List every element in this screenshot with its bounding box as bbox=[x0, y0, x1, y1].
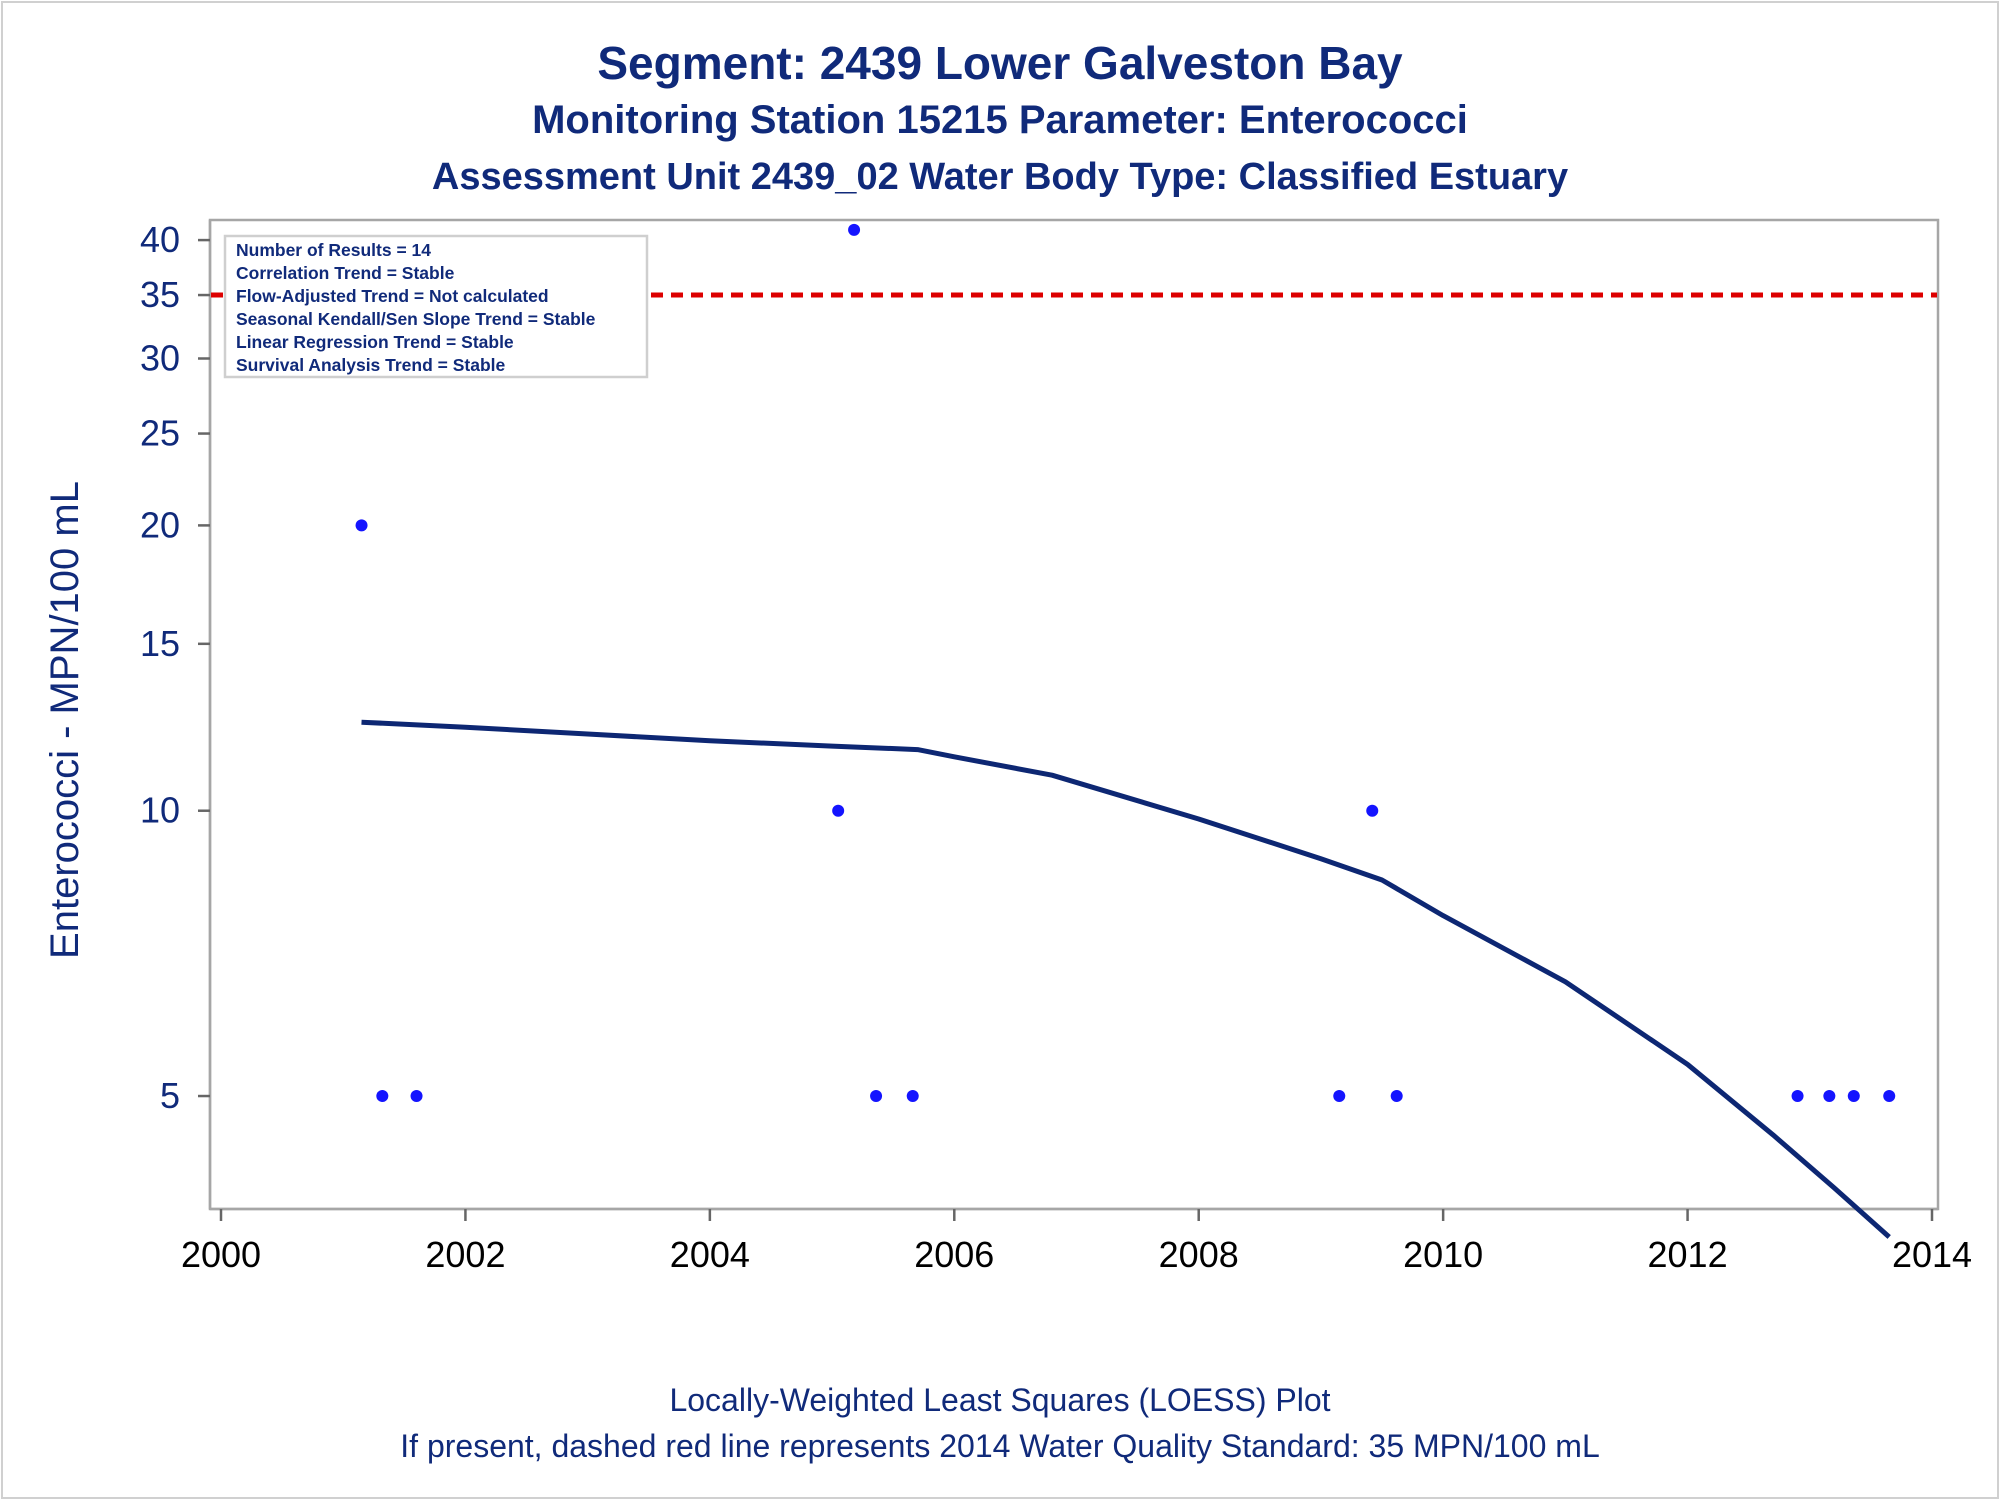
x-tick-label: 2004 bbox=[670, 1234, 750, 1275]
data-point bbox=[1333, 1090, 1346, 1103]
legend-line: Flow-Adjusted Trend = Not calculated bbox=[236, 286, 549, 306]
x-tick-label: 2008 bbox=[1159, 1234, 1239, 1275]
legend-line: Survival Analysis Trend = Stable bbox=[236, 355, 506, 375]
loess-curve bbox=[361, 719, 1891, 1239]
chart-title: Segment: 2439 Lower Galveston Bay bbox=[597, 37, 1403, 89]
chart-subtitle-2: Assessment Unit 2439_02 Water Body Type:… bbox=[431, 156, 1569, 198]
data-points bbox=[355, 223, 1896, 1103]
x-tick-label: 2012 bbox=[1648, 1234, 1728, 1275]
data-point bbox=[848, 223, 861, 236]
y-tick-label: 15 bbox=[140, 623, 180, 664]
data-point bbox=[1883, 1090, 1896, 1103]
data-point bbox=[1847, 1090, 1860, 1103]
footnote-standard: If present, dashed red line represents 2… bbox=[400, 1428, 1600, 1464]
data-point bbox=[906, 1090, 919, 1103]
x-axis-ticks: 2000 2002 2004 2006 2008 2010 2012 2014 bbox=[181, 1209, 1972, 1275]
x-tick-label: 2010 bbox=[1403, 1234, 1483, 1275]
x-tick-label: 2006 bbox=[914, 1234, 994, 1275]
data-point bbox=[1823, 1090, 1836, 1103]
y-tick-label: 30 bbox=[140, 338, 180, 379]
data-point bbox=[355, 519, 368, 532]
y-tick-label: 20 bbox=[140, 504, 180, 545]
y-axis-label: Enterococci - MPN/100 mL bbox=[43, 481, 87, 959]
data-point bbox=[1390, 1090, 1403, 1103]
legend-line: Linear Regression Trend = Stable bbox=[236, 332, 514, 352]
y-tick-label: 35 bbox=[140, 274, 180, 315]
data-point bbox=[376, 1090, 389, 1103]
trend-summary-legend: Number of Results = 14 Correlation Trend … bbox=[223, 234, 649, 379]
y-tick-label: 25 bbox=[140, 413, 180, 454]
legend-line: Correlation Trend = Stable bbox=[236, 263, 455, 283]
legend-line: Seasonal Kendall/Sen Slope Trend = Stabl… bbox=[236, 309, 596, 329]
chart-subtitle: Monitoring Station 15215 Parameter: Ente… bbox=[532, 98, 1468, 142]
data-point bbox=[870, 1090, 883, 1103]
data-point bbox=[1791, 1090, 1804, 1103]
x-tick-label: 2000 bbox=[181, 1234, 261, 1275]
data-point bbox=[1366, 804, 1379, 817]
data-point bbox=[832, 804, 845, 817]
footnote-loess: Locally-Weighted Least Squares (LOESS) P… bbox=[669, 1382, 1331, 1418]
y-tick-label: 10 bbox=[140, 790, 180, 831]
y-tick-label: 5 bbox=[160, 1075, 180, 1116]
x-tick-label: 2002 bbox=[425, 1234, 505, 1275]
legend-line: Number of Results = 14 bbox=[236, 240, 431, 260]
data-point bbox=[410, 1090, 423, 1103]
x-tick-label: 2014 bbox=[1892, 1234, 1972, 1275]
legend-box bbox=[223, 234, 649, 379]
y-tick-label: 40 bbox=[140, 219, 180, 260]
y-axis-ticks: 5 10 15 20 25 30 35 40 bbox=[140, 219, 210, 1116]
